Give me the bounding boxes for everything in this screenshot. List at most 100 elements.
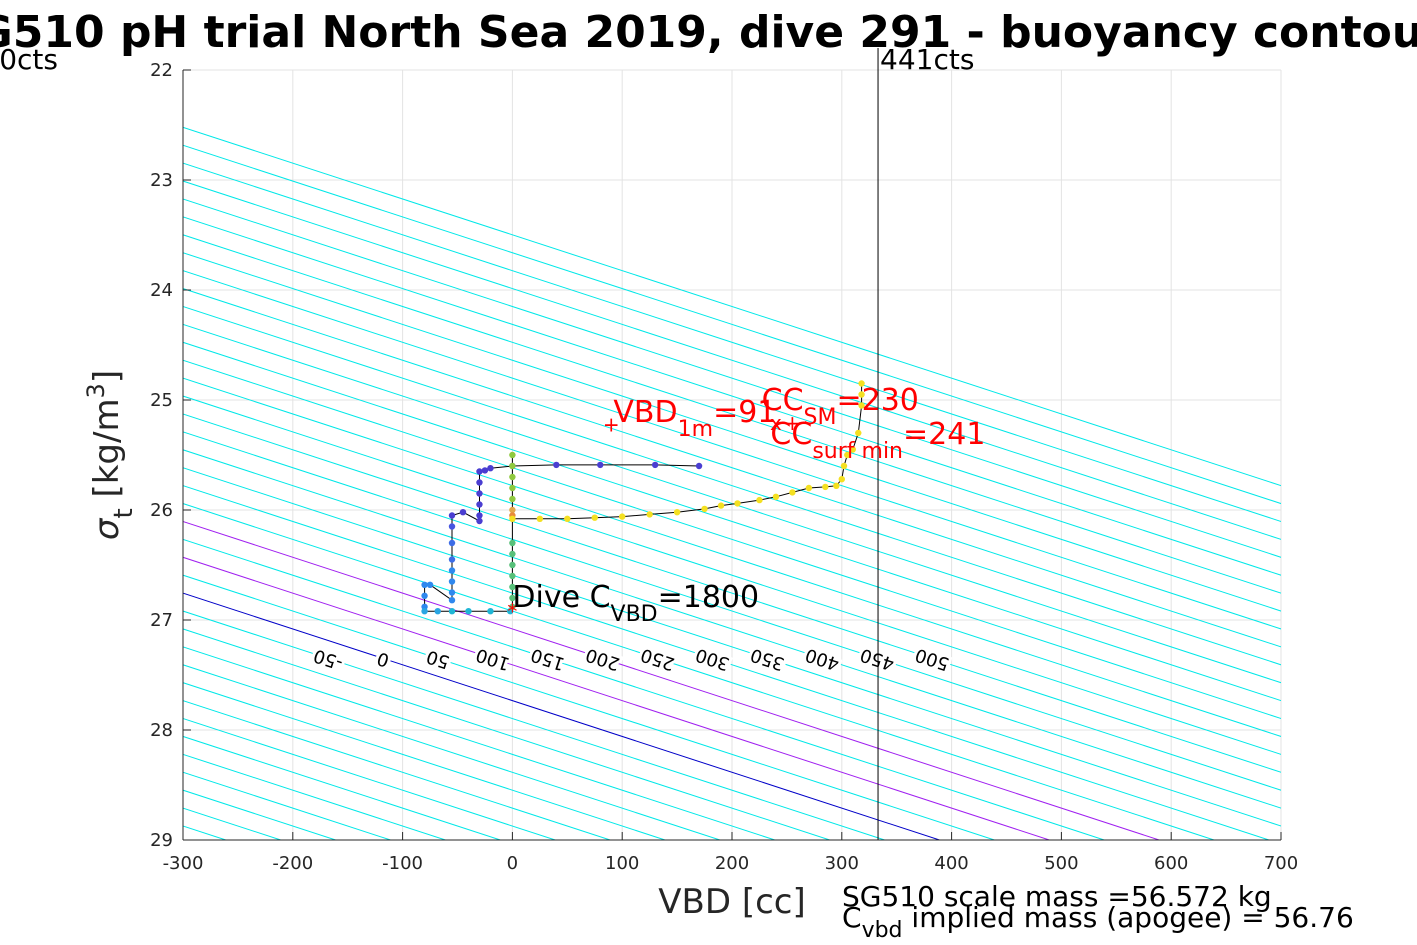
x-tick-label: 300 <box>825 853 859 874</box>
annotation-cc-sm-sub: SM <box>804 405 837 430</box>
climb-point <box>789 489 796 496</box>
x-tick-label: -200 <box>272 853 313 874</box>
annotation-cc-surf-min-tail: =241 <box>903 417 985 452</box>
dive-point <box>553 461 560 469</box>
climb-point <box>734 500 741 507</box>
climb-point <box>509 550 516 558</box>
contour-line--50 <box>183 610 885 840</box>
y-tick-label: 22 <box>150 60 173 81</box>
contour-line-0 <box>183 592 940 840</box>
contour-line--800 <box>0 70 61 840</box>
x-tick-label: -100 <box>382 853 423 874</box>
climb-point <box>858 402 865 409</box>
contour-line-200 <box>183 520 1160 840</box>
climb-point <box>855 429 862 437</box>
contour-line-750 <box>183 323 1281 684</box>
dive-point <box>448 523 456 530</box>
footer-tail: implied mass (apogee) = 56.76 <box>903 901 1354 934</box>
climb-point <box>701 505 708 513</box>
red-marker: + <box>603 412 620 436</box>
dive-point <box>434 608 441 615</box>
x-tick-label: -300 <box>163 853 204 874</box>
climb-point <box>509 572 516 580</box>
dive-point <box>651 461 659 469</box>
axes <box>182 69 1282 841</box>
dive-point <box>476 512 483 519</box>
climb-point <box>509 495 516 503</box>
climb-point <box>509 515 516 522</box>
dive-point <box>476 479 483 486</box>
contour-line-1050 <box>183 216 1281 576</box>
y-tick-label: 29 <box>150 830 173 851</box>
chart-title: SG510 pH trial North Sea 2019, dive 291 … <box>0 7 1417 58</box>
contour-line--150 <box>183 646 775 840</box>
contour-line-850 <box>183 288 1281 648</box>
footer-c-sub: vbd <box>862 918 903 943</box>
contour-line-100 <box>183 556 1050 840</box>
contour-line-800 <box>183 305 1281 666</box>
climb-point <box>509 462 516 470</box>
dive-point <box>448 567 456 574</box>
x-tick-label: 100 <box>605 853 639 874</box>
y-tick-label: 27 <box>150 610 173 631</box>
dive-point <box>421 581 428 588</box>
footer-c: C <box>842 901 862 934</box>
x-tick-label: 500 <box>1044 853 1078 874</box>
dive-point <box>421 592 428 599</box>
contour-line-250 <box>183 503 1215 840</box>
contour-line--100 <box>183 628 830 840</box>
climb-point <box>805 484 813 492</box>
contour-line-300 <box>183 485 1270 840</box>
annotation-cc-sm-tail: =230 <box>837 383 919 418</box>
red-marker: x <box>770 411 782 435</box>
red-marker: + <box>784 411 801 435</box>
vbd-min-label: 0cts <box>0 43 58 76</box>
y-tick-label: 25 <box>150 390 173 411</box>
climb-point <box>591 514 598 521</box>
dive-point <box>448 589 456 596</box>
contour-line-550 <box>183 395 1281 755</box>
climb-point <box>509 603 516 610</box>
red-marker: * <box>507 599 517 623</box>
contour-line-650 <box>183 359 1281 720</box>
climb-point <box>646 511 653 518</box>
contour-line-1150 <box>183 180 1281 540</box>
y-tick-label: 28 <box>150 720 173 741</box>
y-label-sub: t <box>109 508 139 518</box>
climb-point <box>509 561 516 569</box>
dive-point <box>448 556 456 563</box>
dive-point <box>448 578 456 585</box>
contour-line--700 <box>0 70 171 840</box>
dive-point <box>481 467 489 474</box>
contour-line-950 <box>183 252 1281 612</box>
annotation-vbd-1m-tail: =91 <box>713 395 776 430</box>
climb-point <box>772 493 780 500</box>
annotation-cc-sm-main: CC <box>762 383 804 418</box>
contour-line--250 <box>183 682 666 840</box>
tick-labels: -300 -200 -100 0 100 200 300 400 500 600 700 22 23 24… <box>150 60 1298 874</box>
climb-point <box>564 515 571 522</box>
climb-point <box>509 539 516 547</box>
climb-point <box>509 473 516 481</box>
contour-line-1200 <box>183 162 1281 522</box>
buoyancy-contours <box>0 70 1281 840</box>
dive-point <box>476 468 483 475</box>
climb-point <box>838 476 845 483</box>
contour-line-600 <box>183 377 1281 737</box>
contour-line-1250 <box>183 144 1281 505</box>
contour-line-350 <box>183 467 1281 827</box>
contour-line--850 <box>0 70 6 840</box>
footer-scale-mass: SG510 scale mass =56.572 kg <box>842 880 1272 913</box>
climb-point <box>833 482 840 489</box>
x-tick-label: 600 <box>1154 853 1188 874</box>
footer-implied-mass: Cvbd implied mass (apogee) = 56.76 <box>842 901 1354 943</box>
contour-line--200 <box>183 664 721 840</box>
dive-point <box>448 597 456 604</box>
contour-line-500 <box>183 413 1281 773</box>
x-axis-label: VBD [cc] <box>658 882 806 922</box>
dive-point <box>421 603 428 610</box>
contour-line-150 <box>183 538 1105 840</box>
dive-point <box>459 509 467 516</box>
